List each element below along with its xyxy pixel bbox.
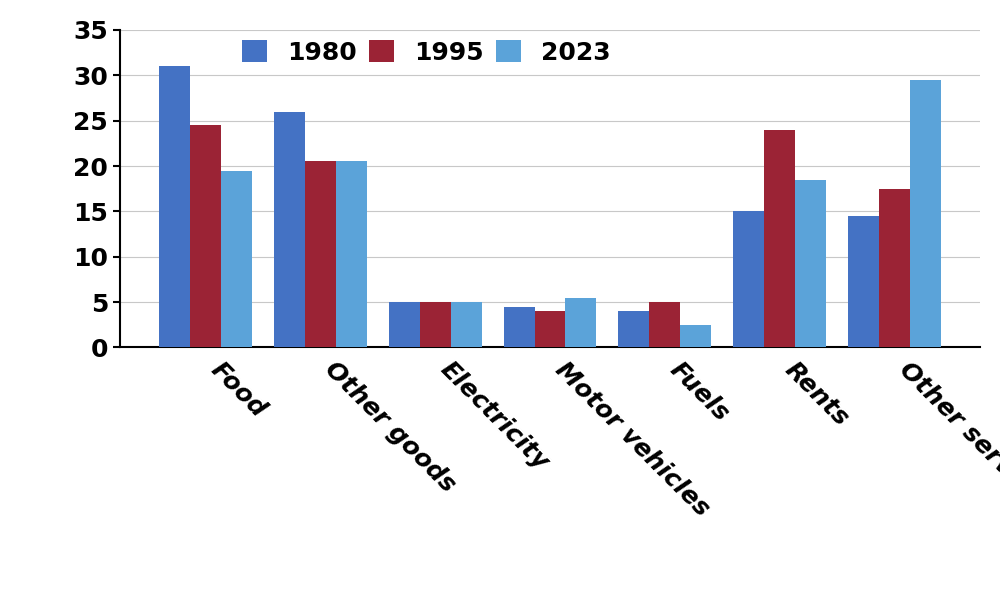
Bar (565, 298, 596, 347)
Bar (795, 180, 826, 347)
Bar (910, 80, 941, 347)
Bar (420, 302, 451, 347)
Bar (848, 216, 879, 347)
Bar (389, 302, 420, 347)
Bar (618, 311, 649, 347)
Bar (764, 130, 795, 347)
Bar (733, 211, 764, 347)
Bar (221, 171, 252, 347)
Bar (336, 162, 367, 347)
Bar (504, 307, 535, 347)
Legend: 1980, 1995, 2023: 1980, 1995, 2023 (232, 30, 621, 75)
Bar (535, 311, 565, 347)
Bar (274, 111, 305, 347)
Bar (879, 189, 910, 347)
Bar (680, 325, 711, 347)
Bar (451, 302, 482, 347)
Bar (190, 125, 221, 347)
Bar (649, 302, 680, 347)
Bar (305, 162, 336, 347)
Bar (159, 66, 190, 347)
